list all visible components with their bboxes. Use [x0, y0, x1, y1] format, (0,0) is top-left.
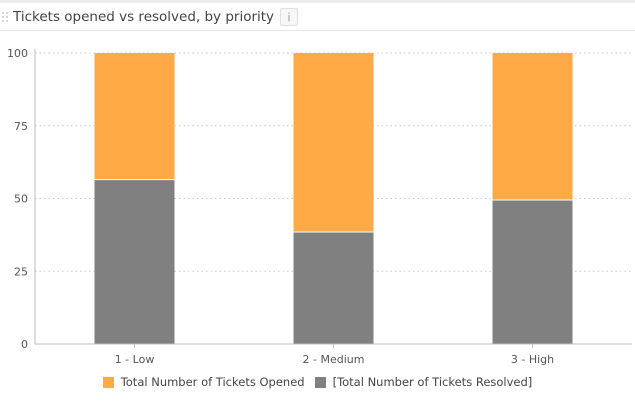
legend-swatch-resolved	[314, 376, 326, 388]
info-icon[interactable]	[280, 7, 299, 26]
top-border	[0, 0, 635, 3]
y-tick-label: 100	[7, 47, 28, 60]
bar-opened	[293, 53, 374, 232]
bar-resolved	[293, 231, 374, 344]
legend-swatch-opened	[102, 376, 114, 388]
x-tick-label: 1 - Low	[115, 353, 155, 366]
legend: Total Number of Tickets Opened [Total Nu…	[0, 375, 635, 389]
chart-area: 0 25 50 75 100 1 - Low 2 - Medium 3 - High	[7, 47, 632, 366]
legend-label-opened: Total Number of Tickets Opened	[120, 375, 305, 389]
x-tick-label: 2 - Medium	[303, 353, 365, 366]
bar-opened	[94, 53, 175, 180]
legend-label-resolved: [Total Number of Tickets Resolved]	[332, 375, 533, 389]
bar-series	[94, 53, 573, 344]
axes: 0 25 50 75 100 1 - Low 2 - Medium 3 - High	[7, 47, 632, 366]
x-tick-label: 3 - High	[511, 353, 554, 366]
drag-handle-icon[interactable]	[1, 10, 9, 24]
y-tick-label: 0	[21, 338, 28, 351]
legend-item-resolved[interactable]: [Total Number of Tickets Resolved]	[314, 375, 533, 389]
legend-item-opened[interactable]: Total Number of Tickets Opened	[102, 375, 305, 389]
chart-title: Tickets opened vs resolved, by priority	[13, 8, 275, 25]
bar-opened	[492, 53, 573, 200]
bar-resolved	[94, 179, 175, 344]
y-tick-label: 75	[14, 120, 28, 133]
bar-resolved	[492, 199, 573, 344]
y-tick-label: 50	[14, 193, 28, 206]
chart-header: Tickets opened vs resolved, by priority	[0, 3, 635, 31]
y-tick-label: 25	[14, 265, 28, 278]
